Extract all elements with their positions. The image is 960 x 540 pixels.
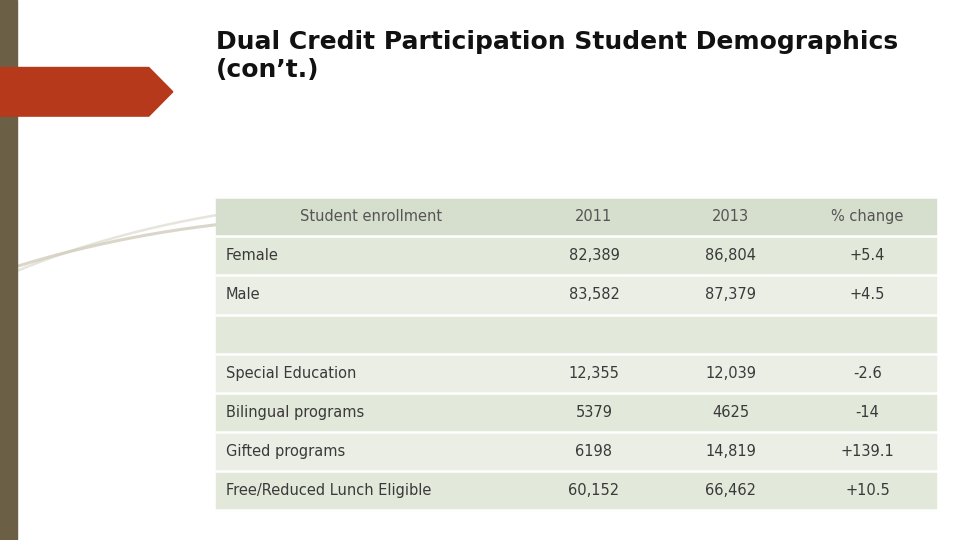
Bar [216, 197, 936, 237]
Text: 2011: 2011 [575, 209, 612, 224]
Bar [216, 314, 936, 354]
Bar [216, 471, 936, 510]
Text: -14: -14 [855, 405, 879, 420]
Bar [216, 393, 936, 432]
Text: +10.5: +10.5 [845, 483, 890, 498]
Text: -2.6: -2.6 [853, 366, 882, 381]
Text: 2013: 2013 [712, 209, 750, 224]
Text: Special Education: Special Education [226, 366, 356, 381]
Bar [0, 0, 17, 540]
Text: 6198: 6198 [575, 444, 612, 459]
Text: Male: Male [226, 287, 260, 302]
Text: 66,462: 66,462 [706, 483, 756, 498]
Text: Student enrollment: Student enrollment [300, 209, 442, 224]
Bar [216, 354, 936, 393]
Text: 86,804: 86,804 [706, 248, 756, 264]
Text: 60,152: 60,152 [568, 483, 619, 498]
Bar [216, 237, 936, 275]
Text: Dual Credit Participation Student Demographics
(con’t.): Dual Credit Participation Student Demogr… [216, 30, 899, 83]
Text: % change: % change [831, 209, 903, 224]
Text: 5379: 5379 [575, 405, 612, 420]
Text: Free/Reduced Lunch Eligible: Free/Reduced Lunch Eligible [226, 483, 431, 498]
Text: Female: Female [226, 248, 278, 264]
Text: 14,819: 14,819 [706, 444, 756, 459]
Bar [216, 275, 936, 314]
Polygon shape [0, 68, 173, 116]
Text: Gifted programs: Gifted programs [226, 444, 345, 459]
Text: 4625: 4625 [712, 405, 750, 420]
Text: 82,389: 82,389 [568, 248, 619, 264]
Text: 83,582: 83,582 [568, 287, 619, 302]
Bar [216, 432, 936, 471]
Text: 87,379: 87,379 [706, 287, 756, 302]
Text: +4.5: +4.5 [850, 287, 885, 302]
Text: 12,039: 12,039 [706, 366, 756, 381]
Text: +139.1: +139.1 [841, 444, 895, 459]
Text: Bilingual programs: Bilingual programs [226, 405, 364, 420]
Text: +5.4: +5.4 [850, 248, 885, 264]
Text: 12,355: 12,355 [568, 366, 619, 381]
